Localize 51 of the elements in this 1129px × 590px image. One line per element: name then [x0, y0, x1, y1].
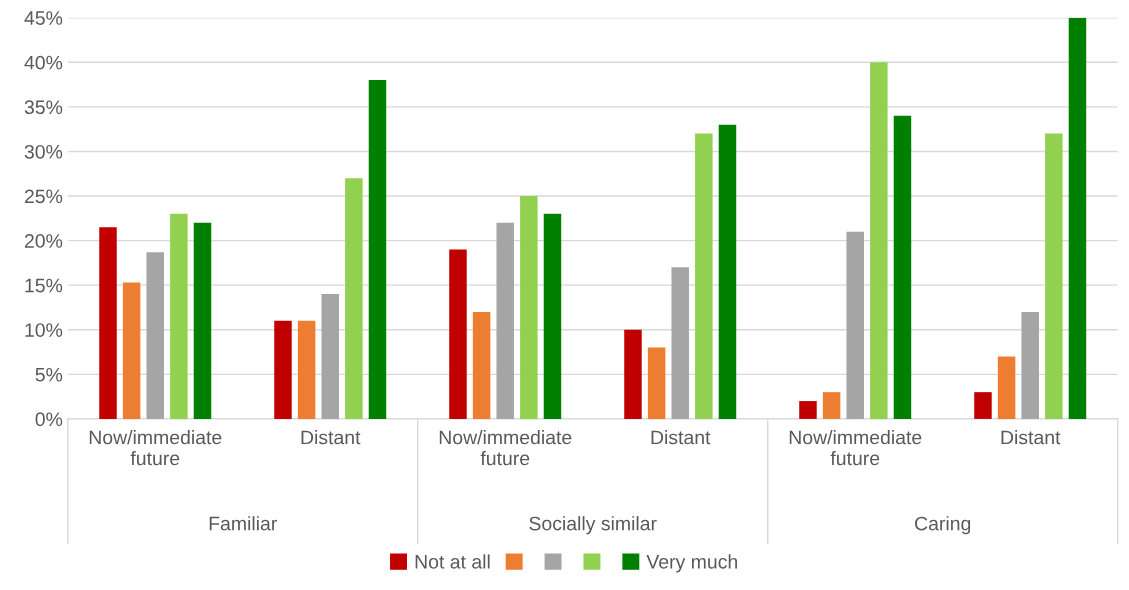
bar — [695, 133, 713, 419]
bar — [799, 401, 817, 419]
bar — [870, 62, 888, 419]
y-tick-label: 40% — [24, 55, 63, 70]
bar — [974, 392, 992, 419]
bar — [624, 329, 642, 419]
y-tick-label: 30% — [24, 144, 63, 159]
bar — [1045, 133, 1063, 419]
x-tick-label: Distant — [301, 430, 361, 445]
y-tick-label: 0% — [35, 412, 63, 427]
bar — [193, 222, 212, 419]
y-tick-label: 45% — [24, 11, 63, 25]
y-tick-label: 10% — [25, 323, 63, 337]
bar — [822, 392, 841, 419]
y-tick-label: 20% — [24, 234, 63, 248]
bar — [997, 356, 1016, 419]
bar — [893, 115, 912, 419]
x-tick-label: Distant — [651, 430, 711, 445]
y-tick-label: 15% — [25, 278, 63, 293]
bar — [647, 347, 666, 419]
x-tick-label: Now/immediate future — [89, 430, 222, 466]
bar — [321, 294, 339, 419]
bar — [1068, 17, 1087, 419]
x-tick-label: Distant — [1001, 430, 1061, 445]
bar — [170, 213, 188, 419]
bar — [718, 124, 737, 419]
y-tick-label: 25% — [24, 189, 63, 204]
bar — [345, 178, 363, 419]
bar — [671, 267, 689, 419]
legend-label: Very much — [646, 554, 737, 573]
bar — [472, 311, 491, 419]
bar — [368, 80, 387, 419]
bar — [146, 252, 164, 419]
bar — [297, 320, 316, 419]
y-tick-label: 35% — [24, 100, 63, 115]
bar — [1021, 311, 1039, 419]
bar — [122, 282, 141, 419]
text: Caring — [915, 516, 971, 535]
x-tick-label: Now/immediate future — [789, 430, 922, 466]
legend-label: Not at all — [415, 554, 490, 569]
text: Familiar — [209, 516, 277, 531]
text: Socially similar — [529, 516, 657, 535]
bar — [99, 227, 117, 419]
bar — [846, 231, 864, 419]
bar — [520, 196, 538, 419]
bar — [543, 213, 562, 419]
y-tick-label: 5% — [35, 367, 63, 382]
bar — [496, 222, 514, 419]
x-tick-label: Now/immediate future — [439, 430, 572, 466]
bar — [274, 320, 292, 419]
bar — [449, 249, 467, 419]
